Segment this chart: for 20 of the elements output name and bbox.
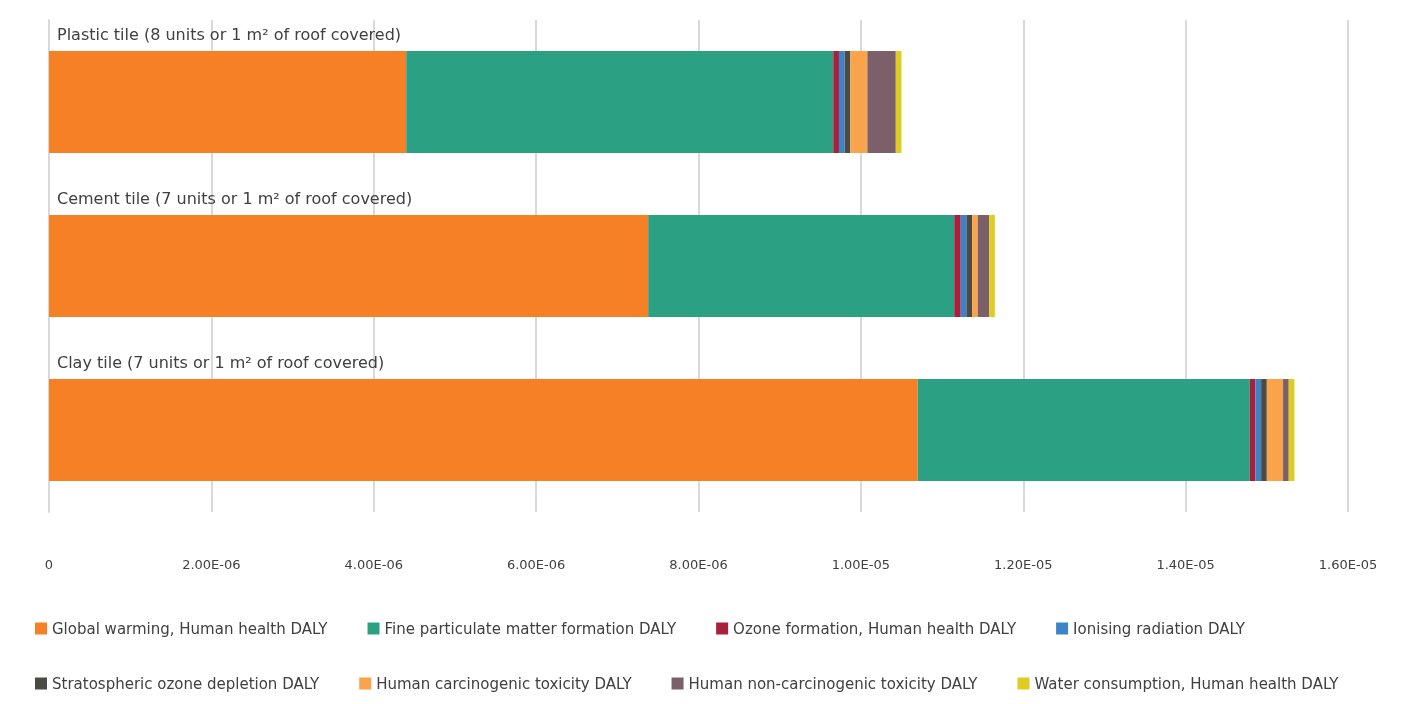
- x-tick-label: 6.00E-06: [506, 557, 566, 572]
- legend-label: Global warming, Human health DALY: [52, 619, 329, 638]
- x-tick-label: 8.00E-06: [669, 557, 728, 572]
- y-tick-label: Clay tile (7 units or 1 m² of roof covered): [57, 352, 385, 372]
- x-tick-label: 0: [44, 557, 54, 572]
- legend-label: Water consumption, Human health DALY: [1034, 674, 1340, 693]
- x-tick-label: 1.40E-05: [1156, 557, 1215, 572]
- legend-label: Human non-carcinogenic toxicity DALY: [688, 674, 979, 693]
- x-tick-label: 4.00E-06: [344, 557, 403, 572]
- x-tick-label: 1.20E-05: [994, 557, 1053, 572]
- y-tick-label: Plastic tile (8 units or 1 m² of roof covered): [57, 24, 402, 44]
- x-tick-label: 1.00E-05: [831, 557, 891, 572]
- legend-label: Ozone formation, Human health DALY: [733, 619, 1017, 638]
- x-tick-label: 2.00E-06: [182, 557, 241, 572]
- legend-label: Fine particulate matter formation DALY: [384, 619, 677, 638]
- legend-label: Human carcinogenic toxicity DALY: [376, 674, 633, 693]
- y-tick-label: Cement tile (7 units or 1 m² of roof covered): [57, 188, 413, 208]
- x-tick-label: 1.60E-05: [1318, 557, 1378, 572]
- legend-label: Stratospheric ozone depletion DALY: [52, 674, 321, 693]
- legend-label: Ionising radiation DALY: [1073, 619, 1246, 638]
